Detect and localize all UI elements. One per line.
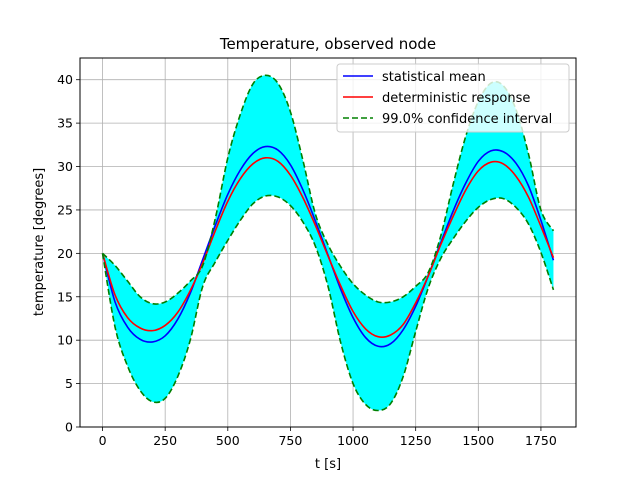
y-tick-label: 0 xyxy=(65,420,73,435)
x-tick-label: 750 xyxy=(278,433,302,448)
x-axis-label: t [s] xyxy=(315,457,341,472)
x-tick-label: 500 xyxy=(216,433,240,448)
y-axis-label: temperature [degrees] xyxy=(32,168,47,316)
y-tick-label: 35 xyxy=(57,116,73,131)
series-line-confidence-upper xyxy=(101,74,555,305)
y-tick-label: 15 xyxy=(57,289,73,304)
legend-label-confidence-interval: 99.0% confidence interval xyxy=(382,112,552,127)
y-tick-label: 40 xyxy=(57,72,73,87)
legend-box xyxy=(336,63,570,133)
y-axis-ticks: 0 5 10 15 20 25 30 35 40 xyxy=(57,72,80,435)
y-tick-label: 20 xyxy=(57,246,73,261)
x-axis-ticks: 0 250 500 750 1000 1250 1500 1750 xyxy=(99,427,557,448)
legend-label-statistical-mean: statistical mean xyxy=(382,70,486,85)
legend: statistical mean deterministic response … xyxy=(336,63,570,133)
x-tick-label: 1500 xyxy=(462,433,494,448)
x-tick-label: 1000 xyxy=(337,433,369,448)
series-line-confidence-lower xyxy=(101,194,555,412)
x-tick-label: 0 xyxy=(99,433,107,448)
x-tick-label: 1250 xyxy=(400,433,432,448)
y-tick-label: 5 xyxy=(65,376,73,391)
x-tick-label: 250 xyxy=(153,433,177,448)
series-lines xyxy=(101,74,555,412)
x-tick-label: 1750 xyxy=(525,433,557,448)
chart-title: Temperature, observed node xyxy=(219,35,436,53)
y-tick-label: 25 xyxy=(57,202,73,217)
y-tick-label: 30 xyxy=(57,159,73,174)
legend-label-deterministic-response: deterministic response xyxy=(382,91,530,106)
series-line-deterministic-response xyxy=(101,156,555,338)
plot-frame xyxy=(79,57,577,428)
y-tick-label: 10 xyxy=(57,333,73,348)
